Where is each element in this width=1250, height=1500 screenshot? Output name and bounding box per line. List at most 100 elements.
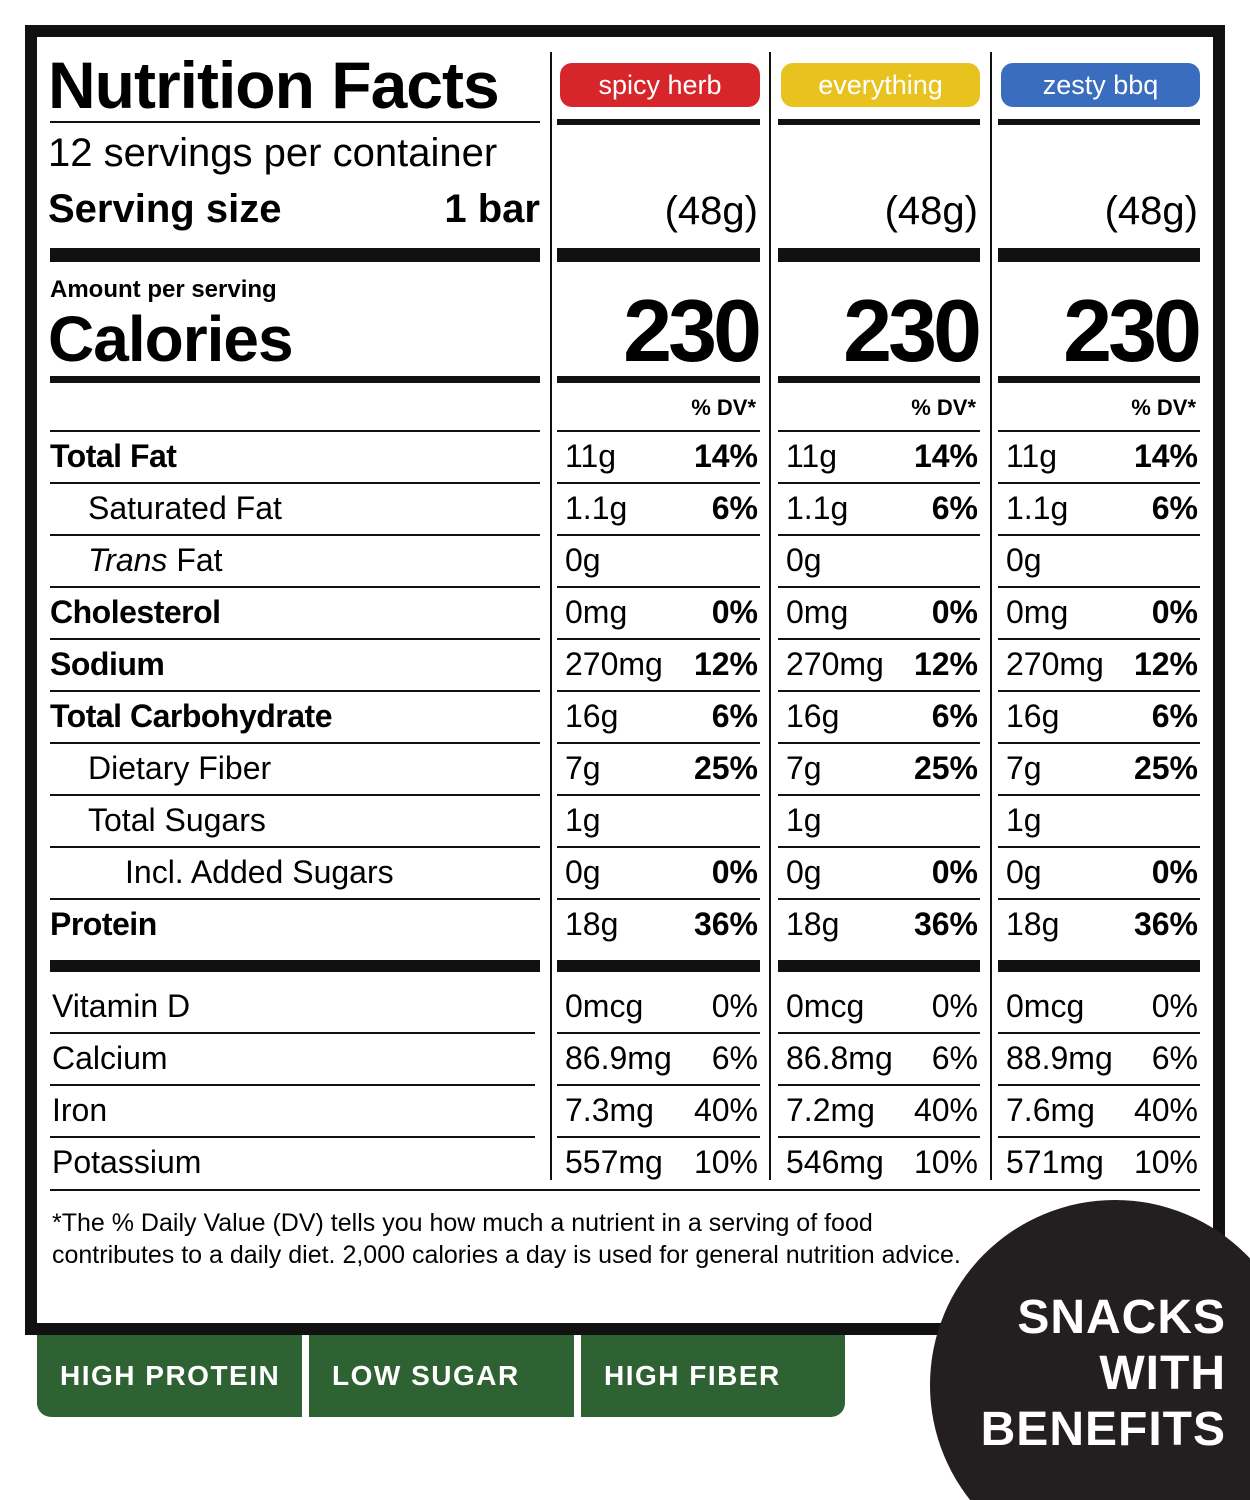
nutrient-amount: 0g <box>565 541 601 578</box>
badge-divider <box>574 1335 581 1417</box>
rule <box>778 119 980 125</box>
nutrient-amount: 18g <box>565 905 619 942</box>
nutrient-amount: 18g <box>786 905 840 942</box>
nutrient-dv: 14% <box>1133 437 1198 474</box>
rule <box>778 960 980 972</box>
rule <box>998 1084 1200 1086</box>
rule <box>778 1084 980 1086</box>
vitamin-amount: 86.8mg <box>786 1039 893 1076</box>
vitamin-dv: 10% <box>693 1143 758 1180</box>
nutrient-amount: 0mg <box>565 593 628 630</box>
serving-weight: (48g) <box>1104 189 1198 233</box>
dv-header: % DV* <box>1131 394 1196 420</box>
badge: HIGH FIBER <box>604 1360 781 1392</box>
title: Nutrition Facts <box>48 48 500 123</box>
nutrient-amount: 11g <box>786 437 838 474</box>
rule <box>50 690 540 692</box>
flavor-pill: everything <box>781 63 980 107</box>
rule <box>998 376 1200 383</box>
nutrient-amount: 1g <box>565 801 601 838</box>
nutrient-dv: 0% <box>931 853 978 890</box>
rule <box>50 248 540 262</box>
nutrient-amount: 0g <box>1006 853 1042 890</box>
rule <box>557 960 760 972</box>
rule <box>778 248 980 262</box>
rule <box>50 898 540 900</box>
nutrient-name: Dietary Fiber <box>88 749 272 786</box>
badge-divider <box>302 1335 309 1417</box>
rule <box>50 586 540 588</box>
servings: 12 servings per container <box>48 131 498 175</box>
rule <box>998 430 1200 432</box>
nutrient-amount: 18g <box>1006 905 1060 942</box>
nutrient-dv: 0% <box>711 593 758 630</box>
rule <box>998 119 1200 125</box>
nutrient-dv: 12% <box>1133 645 1198 682</box>
vitamin-name: Iron <box>52 1091 108 1128</box>
rule <box>50 960 540 972</box>
nutrient-amount: 270mg <box>786 645 884 682</box>
badge-bar <box>37 1335 845 1417</box>
rule <box>998 846 1200 848</box>
vitamin-amount: 7.6mg <box>1006 1091 1095 1128</box>
rule <box>557 430 760 432</box>
label-frame <box>25 25 1225 1335</box>
vitamin-dv: 6% <box>711 1039 758 1076</box>
rule <box>50 534 540 536</box>
rule <box>778 430 980 432</box>
nutrient-name: Total Fat <box>50 437 177 474</box>
serving-weight: (48g) <box>664 189 758 233</box>
rule <box>998 586 1200 588</box>
nutrient-amount: 1.1g <box>786 489 849 526</box>
rule <box>778 534 980 536</box>
vitamin-dv: 10% <box>913 1143 978 1180</box>
rule <box>778 482 980 484</box>
nutrient-amount: 0g <box>565 853 601 890</box>
nutrient-amount: 1g <box>1006 801 1042 838</box>
vitamin-amount: 546mg <box>786 1143 884 1180</box>
rule <box>998 534 1200 536</box>
nutrient-dv: 6% <box>711 697 758 734</box>
nutrient-dv: 0% <box>931 593 978 630</box>
rule <box>50 430 540 432</box>
nutrient-name: Cholesterol <box>50 593 221 630</box>
rule <box>778 742 980 744</box>
rule <box>998 482 1200 484</box>
nutrient-amount: 0g <box>786 541 822 578</box>
rule <box>50 1032 535 1034</box>
nutrient-amount: 16g <box>786 697 840 734</box>
nutrient-dv: 14% <box>693 437 758 474</box>
rule <box>557 1032 760 1034</box>
vitamin-amount: 7.3mg <box>565 1091 654 1128</box>
vitamin-dv: 6% <box>931 1039 978 1076</box>
rule <box>50 1084 535 1086</box>
vitamin-dv: 40% <box>913 1091 978 1128</box>
rule <box>557 638 760 640</box>
nutrient-dv: 14% <box>913 437 978 474</box>
nutrient-dv: 36% <box>693 905 758 942</box>
rule <box>50 638 540 640</box>
slogan-line: WITH <box>1099 1347 1226 1401</box>
rule <box>557 119 760 125</box>
nutrient-amount: 270mg <box>565 645 663 682</box>
nutrient-amount: 0g <box>786 853 822 890</box>
vitamin-dv: 0% <box>931 987 978 1024</box>
rule <box>778 376 980 383</box>
rule <box>998 1136 1200 1138</box>
nutrient-amount: 0mg <box>786 593 849 630</box>
nutrient-name: Total Sugars <box>88 801 266 838</box>
rule <box>557 898 760 900</box>
nutrient-dv: 36% <box>1133 905 1198 942</box>
nutrient-amount: 0g <box>1006 541 1042 578</box>
rule <box>998 1032 1200 1034</box>
nutrient-name-italic: Trans <box>88 542 168 578</box>
vitamin-amount: 7.2mg <box>786 1091 875 1128</box>
vitamin-dv: 10% <box>1133 1143 1198 1180</box>
vitamin-amount: 86.9mg <box>565 1039 672 1076</box>
dv-header: % DV* <box>911 394 976 420</box>
rule <box>557 534 760 536</box>
nutrient-amount: 7g <box>1006 749 1042 786</box>
nutrient-dv: 25% <box>913 749 978 786</box>
rule <box>778 1136 980 1138</box>
nutrient-dv: 25% <box>693 749 758 786</box>
